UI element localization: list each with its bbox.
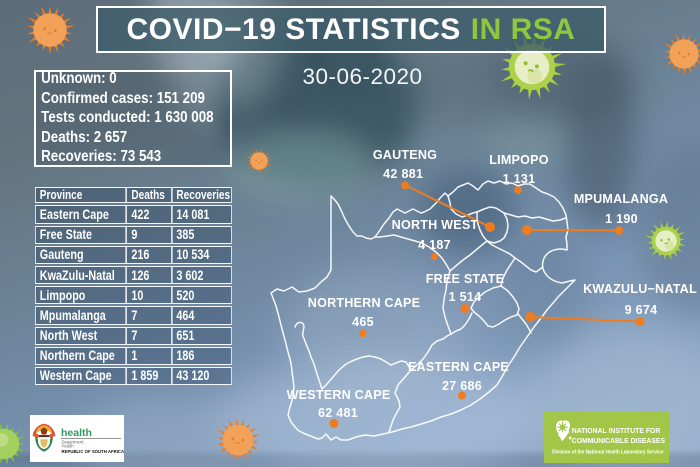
svg-text:COMMUNICABLE DISEASES: COMMUNICABLE DISEASES [572,436,665,445]
svg-text:NATIONAL INSTITUTE FOR: NATIONAL INSTITUTE FOR [572,426,661,435]
svg-text:Health: Health [62,444,75,449]
svg-text:Department:: Department: [62,440,85,445]
svg-text:Division of the National Healt: Division of the National Health Laborato… [552,450,663,456]
svg-text:REPUBLIC OF SOUTH AFRICA: REPUBLIC OF SOUTH AFRICA [62,449,125,454]
svg-text:health: health [61,427,92,439]
